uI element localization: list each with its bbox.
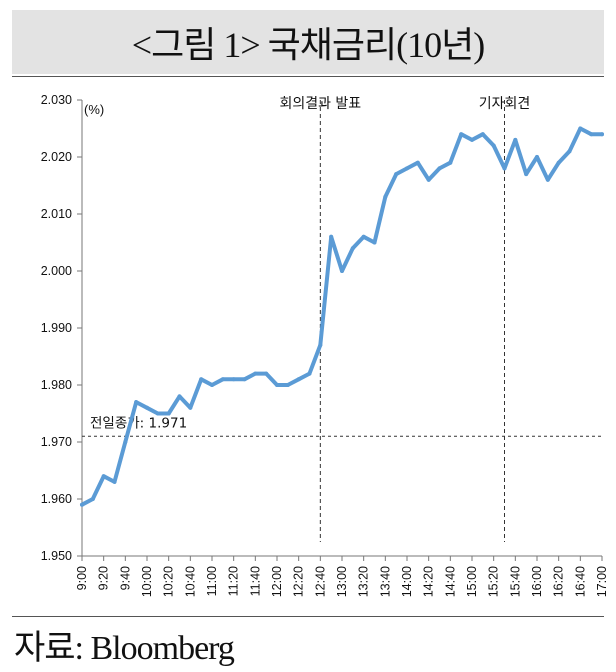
x-tick-label: 13:00: [335, 566, 349, 597]
vline-annotation-label: 회의결과 발표: [279, 96, 361, 112]
y-tick-label: 2.030: [41, 93, 72, 107]
series: [80, 126, 604, 507]
data-point: [242, 377, 247, 382]
data-point: [480, 132, 485, 137]
hline-annotation-label: 전일종가: 1.971: [90, 415, 187, 431]
y-tick-label: 1.960: [41, 492, 72, 506]
x-tick-label: 14:40: [443, 566, 457, 597]
data-point: [90, 497, 95, 501]
top-divider: [12, 76, 604, 77]
data-point: [177, 394, 182, 399]
data-point: [253, 371, 258, 376]
x-tick-label: 15:00: [465, 566, 479, 597]
x-tick-label: 9:00: [75, 566, 89, 590]
x-tick-label: 11:00: [205, 566, 219, 596]
data-point: [318, 343, 323, 348]
data-point: [231, 377, 236, 382]
x-tick-label: 17:00: [595, 566, 609, 597]
data-point: [307, 371, 312, 376]
data-point: [470, 137, 474, 142]
data-point: [145, 405, 149, 410]
y-tick-label: 1.980: [41, 378, 72, 392]
data-point: [350, 246, 355, 251]
data-point: [296, 377, 301, 382]
data-point: [134, 400, 139, 405]
data-point: [101, 474, 106, 479]
data-point: [459, 132, 464, 137]
y-tick-label: 2.020: [41, 150, 72, 164]
x-tick-label: 16:40: [573, 566, 587, 597]
y-axis: 2.030 2.020 2.010 2.000 1.990 1.980 1.970 1.960…: [41, 93, 105, 563]
title-bar: <그림 1> 국채금리(10년): [12, 10, 604, 74]
data-point: [545, 177, 550, 182]
data-point: [437, 166, 442, 171]
x-tick-label: 15:40: [508, 566, 522, 597]
data-point: [426, 177, 431, 182]
data-point: [567, 149, 572, 154]
x-tick-label: 14:00: [400, 566, 414, 597]
data-point: [112, 479, 117, 484]
x-tick-label: 14:20: [422, 566, 436, 597]
data-point: [383, 194, 388, 199]
chart-title: <그림 1> 국채금리(10년): [131, 25, 485, 65]
vline-annotation-label: 기자회견: [479, 96, 531, 112]
x-tick-label: 13:20: [357, 566, 371, 597]
x-tick-label: 11:40: [248, 566, 262, 596]
data-point: [535, 155, 539, 159]
data-point: [340, 269, 344, 273]
x-tick-label: 11:20: [227, 566, 241, 596]
x-tick-label: 15:20: [487, 566, 501, 597]
data-point: [600, 132, 604, 137]
data-point: [80, 502, 84, 507]
data-point: [405, 166, 409, 171]
data-point: [188, 405, 193, 410]
x-tick-label: 12:20: [292, 566, 306, 597]
data-point: [361, 234, 366, 239]
source-note: 자료: Bloomberg: [14, 630, 235, 667]
series-line: [80, 126, 604, 507]
data-point: [502, 166, 507, 171]
chart-area: 2.030 2.020 2.010 2.000 1.990 1.980 1.970 1.960…: [0, 76, 616, 616]
data-point: [556, 160, 561, 165]
data-point: [210, 383, 214, 387]
data-point: [513, 137, 518, 142]
data-point: [155, 411, 160, 416]
y-tick-label: 1.950: [41, 549, 72, 563]
data-point: [372, 240, 377, 245]
y-axis-unit-label: (%): [84, 102, 104, 117]
x-tick-label: 16:00: [530, 566, 544, 597]
data-point: [578, 126, 583, 131]
x-tick-label: 13:40: [378, 566, 392, 597]
data-point: [448, 160, 453, 165]
y-tick-label: 1.990: [41, 321, 72, 335]
data-point: [199, 377, 204, 382]
y-tick-label: 1.970: [41, 435, 72, 449]
bottom-divider: [12, 616, 604, 617]
data-point: [123, 440, 128, 444]
x-axis: 9:00 9:20 9:40 10:00 10:20 10:40 11:00 11:20 11:…: [75, 555, 609, 597]
data-point: [329, 234, 334, 239]
x-tick-label: 10:40: [183, 566, 197, 597]
x-tick-label: 12:40: [313, 566, 327, 597]
x-tick-label: 16:20: [552, 566, 566, 597]
x-tick-label: 9:40: [118, 566, 132, 590]
x-tick-label: 9:20: [97, 566, 111, 590]
y-tick-label: 2.000: [41, 264, 72, 278]
x-tick-label: 10:20: [162, 566, 176, 597]
y-tick-label: 2.010: [41, 207, 72, 221]
x-tick-label: 10:00: [140, 566, 154, 597]
data-point: [264, 371, 269, 376]
data-point: [166, 411, 171, 416]
data-point: [491, 143, 496, 148]
x-tick-label: 12:00: [270, 566, 284, 597]
line-chart: 2.030 2.020 2.010 2.000 1.990 1.980 1.970 1.960…: [41, 93, 609, 597]
data-point: [220, 377, 225, 382]
data-point: [394, 172, 399, 177]
data-point: [285, 383, 290, 387]
data-point: [415, 160, 420, 165]
data-point: [589, 132, 594, 137]
data-point: [524, 172, 529, 177]
data-point: [275, 383, 279, 387]
